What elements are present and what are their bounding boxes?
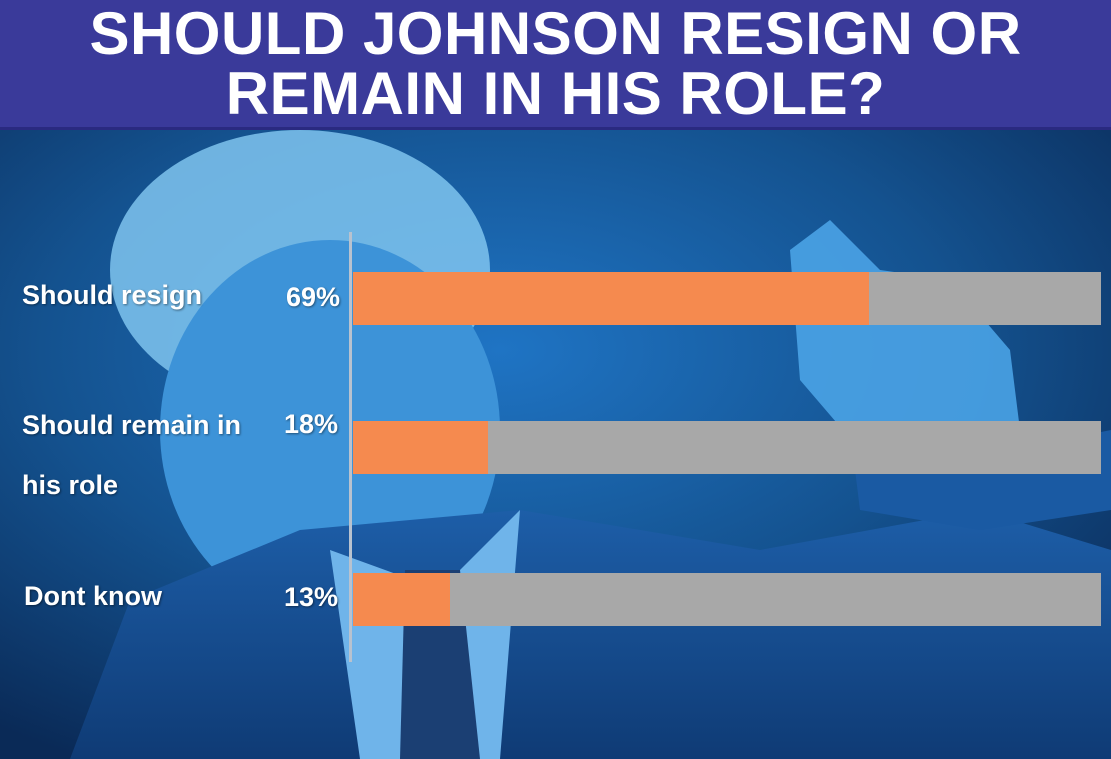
value-label-dont-know: 13% [283,582,338,612]
category-label-should-remain: Should remain in his role [22,410,242,500]
axis-line [349,232,352,662]
category-label-dont-know: Dont know [24,581,162,611]
category-label-should-resign: Should resign [22,280,203,310]
value-label-should-resign: 69% [285,282,340,312]
bar-track-dont-know [353,573,1101,626]
chart-title: SHOULD JOHNSON RESIGN OR REMAIN IN HIS R… [89,0,1022,127]
bar-dont-know [353,573,450,626]
value-label-should-remain: 18% [283,409,338,439]
header-banner: SHOULD JOHNSON RESIGN OR REMAIN IN HIS R… [0,0,1111,130]
bar-should-resign [353,272,869,325]
bar-should-remain [353,421,488,474]
